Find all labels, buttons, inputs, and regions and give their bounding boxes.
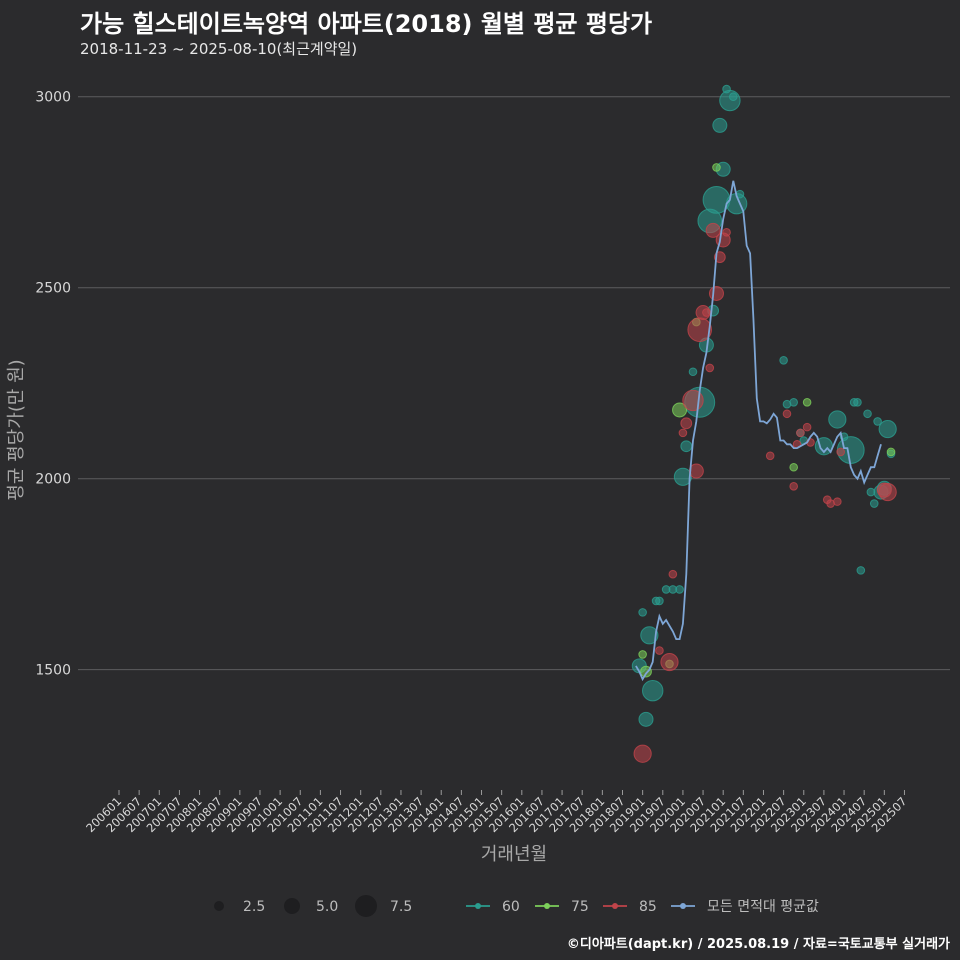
legend-size-marker (214, 901, 224, 911)
point-85 (705, 222, 721, 238)
legend-size-label: 5.0 (316, 899, 338, 915)
point-60 (856, 566, 866, 575)
point-60 (688, 367, 698, 377)
legend-series-label: 60 (502, 899, 520, 915)
point-75 (712, 163, 721, 172)
point-75 (802, 398, 812, 407)
legend-series-dot (612, 903, 618, 909)
point-85 (708, 285, 724, 301)
point-85 (796, 428, 805, 438)
point-75 (886, 447, 896, 457)
point-60 (655, 596, 664, 606)
point-85 (878, 482, 897, 502)
legend-size-marker (284, 898, 300, 914)
y-tick-label: 3000 (35, 90, 71, 106)
point-60 (869, 499, 879, 508)
point-85 (678, 428, 688, 438)
point-85 (668, 569, 678, 579)
y-tick-label: 2500 (35, 281, 71, 297)
point-60 (828, 410, 847, 429)
point-75 (672, 402, 688, 418)
legend-series-dot (475, 903, 481, 909)
x-axis-title: 거래년월 (481, 844, 547, 865)
chart-title: 가능 힐스테이트녹양역 아파트(2018) 월별 평균 평당가 (80, 10, 653, 38)
point-60 (853, 398, 862, 407)
point-60 (638, 608, 647, 617)
legend-series-dot (544, 903, 550, 909)
point-60 (873, 417, 882, 426)
source-caption: ©디아파트(dapt.kr) / 2025.08.19 / 자료=국토교통부 실… (566, 937, 950, 952)
point-60 (789, 398, 798, 407)
point-60 (675, 585, 684, 594)
point-75 (638, 650, 647, 659)
point-60 (642, 679, 664, 702)
point-60 (779, 355, 788, 365)
point-85 (702, 308, 711, 317)
point-85 (655, 646, 664, 655)
legend-size-label: 7.5 (390, 899, 412, 915)
point-60 (878, 419, 897, 439)
point-85 (633, 744, 652, 763)
point-60 (863, 409, 872, 419)
point-60 (638, 711, 654, 727)
point-60 (680, 440, 693, 453)
point-60 (719, 89, 741, 112)
point-85 (765, 451, 775, 461)
legend-series-dot (680, 903, 686, 909)
legend-series-label: 75 (571, 899, 589, 915)
point-85 (660, 652, 679, 672)
legend-series-label: 85 (639, 899, 657, 915)
legend-size-marker (355, 895, 377, 917)
y-tick-label: 2000 (35, 472, 71, 488)
average-line (635, 180, 882, 682)
point-75 (789, 462, 798, 472)
y-tick-label: 1500 (35, 663, 71, 679)
point-60 (712, 117, 728, 133)
point-85 (688, 463, 704, 479)
legend-size-label: 2.5 (243, 899, 265, 915)
point-85 (836, 447, 845, 457)
point-85 (802, 422, 812, 432)
legend-series-label: 모든 면적대 평균값 (707, 899, 819, 915)
point-85 (722, 228, 731, 237)
point-85 (680, 417, 693, 430)
point-60 (640, 626, 659, 645)
point-60 (728, 92, 738, 102)
point-75 (640, 665, 652, 678)
chart-subtitle: 2018-11-23 ~ 2025-08-10(최근계약일) (80, 40, 358, 58)
y-axis-title: 평균 평당가(만 원) (6, 359, 27, 500)
point-85 (789, 482, 798, 491)
point-85 (705, 363, 715, 373)
point-85 (833, 497, 842, 506)
point-85 (782, 409, 792, 419)
